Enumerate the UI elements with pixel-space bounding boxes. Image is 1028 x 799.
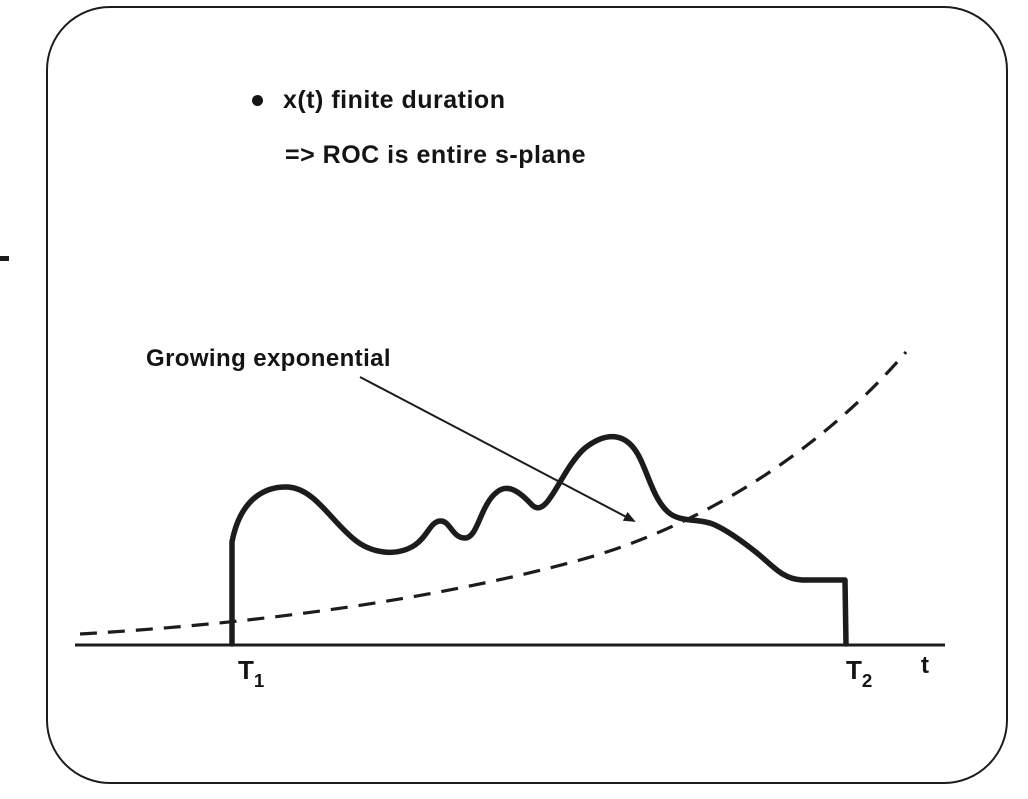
t1-label: T1 bbox=[238, 655, 264, 690]
bullet-icon bbox=[252, 95, 263, 106]
bullet-line: x(t) finite duration bbox=[252, 86, 505, 115]
t1-base: T bbox=[238, 655, 254, 685]
t1-subscript: 1 bbox=[253, 670, 265, 692]
bullet-text: x(t) finite duration bbox=[283, 86, 506, 114]
t-axis-label: t bbox=[921, 652, 929, 679]
scan-artifact bbox=[0, 256, 9, 261]
growing-exponential-label: Growing exponential bbox=[146, 345, 391, 372]
t2-subscript: 2 bbox=[861, 670, 873, 692]
slide-border bbox=[46, 6, 1008, 784]
t2-label: T2 bbox=[846, 655, 872, 690]
implication-text: => ROC is entire s-plane bbox=[285, 141, 586, 169]
t2-base: T bbox=[846, 655, 862, 685]
